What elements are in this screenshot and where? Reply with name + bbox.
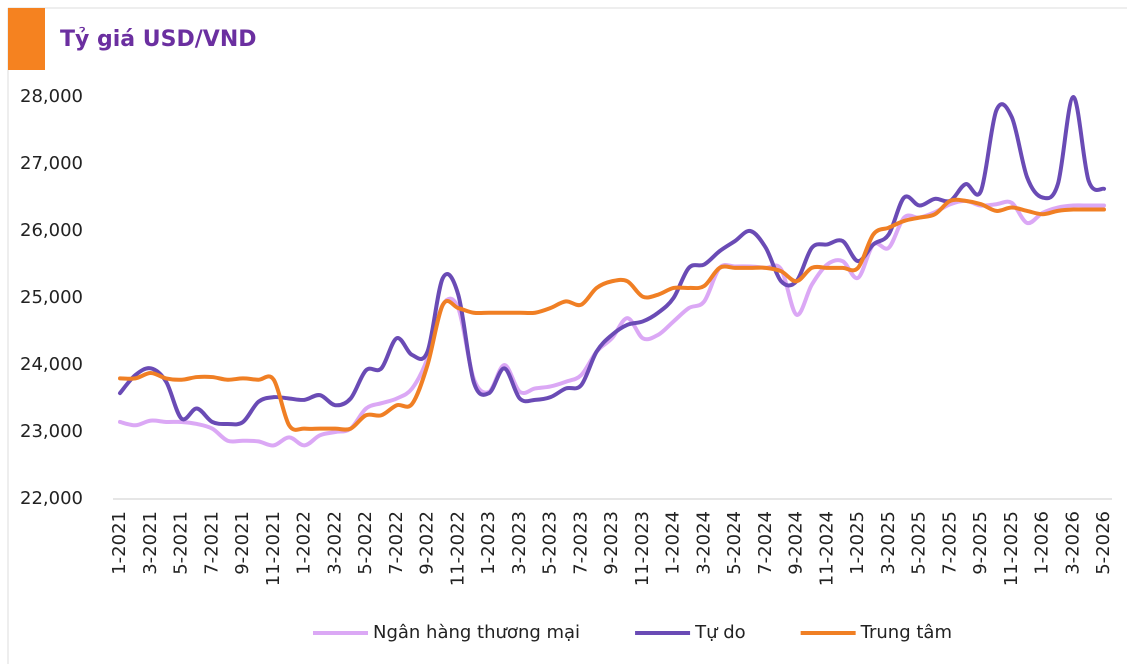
y-tick-label: 28,000 [20, 86, 83, 107]
x-tick-label: 11-2023 [632, 511, 653, 586]
x-tick-label: 7-2023 [570, 511, 591, 575]
x-tick-label: 5-2022 [355, 511, 376, 575]
x-tick-label: 9-2021 [232, 511, 253, 575]
y-tick-label: 23,000 [20, 421, 83, 442]
x-tick-label: 7-2025 [939, 511, 960, 575]
chart-title: Tỷ giá USD/VND [60, 27, 257, 52]
series-line [118, 198, 1106, 448]
x-tick-label: 7-2024 [755, 511, 776, 575]
x-tick-label: 9-2024 [786, 511, 807, 575]
x-tick-label: 1-2024 [663, 511, 684, 575]
x-tick-label: 3-2022 [324, 511, 345, 575]
title-marker [8, 8, 45, 70]
x-tick-label: 3-2021 [140, 511, 161, 575]
y-tick-label: 25,000 [20, 287, 83, 308]
x-tick-label: 1-2025 [847, 511, 868, 575]
x-tick-label: 9-2025 [970, 511, 991, 575]
x-tick-label: 9-2022 [417, 511, 438, 575]
x-tick-label: 11-2025 [1001, 511, 1022, 586]
legend-label: Ngân hàng thương mại [373, 622, 580, 643]
y-tick-label: 24,000 [20, 354, 83, 375]
x-tick-label: 3-2023 [509, 511, 530, 575]
x-tick-label: 11-2022 [447, 511, 468, 586]
legend: Ngân hàng thương mại Tự do Trung tâm [313, 622, 952, 643]
x-tick-label: 7-2022 [386, 511, 407, 575]
x-tick-label: 5-2024 [724, 511, 745, 575]
x-tick-label: 1-2022 [294, 511, 315, 575]
x-tick-label: 1-2023 [478, 511, 499, 575]
series-line [118, 197, 1106, 432]
x-tick-label: 3-2025 [878, 511, 899, 575]
x-tick-label: 3-2024 [693, 511, 714, 575]
y-tick-label: 26,000 [20, 220, 83, 241]
legend-label: Trung tâm [860, 622, 952, 643]
x-tick-label: 3-2026 [1062, 511, 1083, 575]
x-tick-label: 11-2024 [816, 511, 837, 586]
x-tick-label: 9-2023 [601, 511, 622, 575]
legend-label: Tự do [694, 622, 746, 643]
x-tick-label: 5-2025 [909, 511, 930, 575]
x-tick-label: 11-2021 [263, 511, 284, 586]
x-tick-label: 5-2023 [540, 511, 561, 575]
x-tick-label: 5-2021 [171, 511, 192, 575]
x-tick-label: 7-2021 [201, 511, 222, 575]
x-tick-label: 1-2026 [1032, 511, 1053, 575]
y-tick-label: 27,000 [20, 153, 83, 174]
x-tick-label: 5-2026 [1093, 511, 1114, 575]
y-tick-label: 22,000 [20, 488, 83, 509]
x-tick-label: 1-2021 [109, 511, 130, 575]
